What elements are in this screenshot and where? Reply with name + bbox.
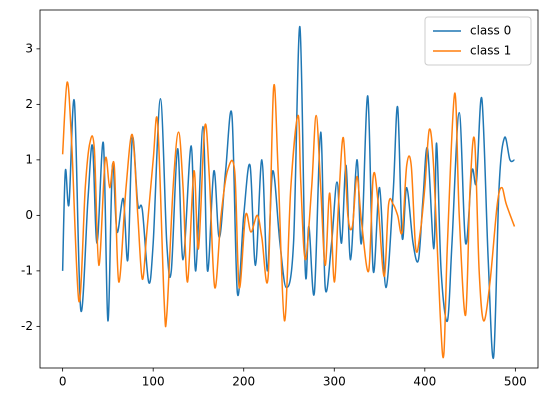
- y-tick-label: -2: [21, 319, 33, 333]
- y-tick-label: 2: [25, 97, 33, 111]
- x-tick-label: 100: [142, 375, 165, 389]
- x-tick-label: 300: [323, 375, 346, 389]
- y-tick-label: 3: [25, 41, 33, 55]
- x-tick-label: 500: [504, 375, 527, 389]
- legend-label: class 0: [470, 24, 511, 38]
- data-line: [61, 25, 515, 360]
- legend-label: class 1: [470, 44, 511, 58]
- y-tick-label: -1: [21, 263, 33, 277]
- axes-frame: [39, 9, 539, 369]
- x-tick-label: 200: [232, 375, 255, 389]
- legend-box: [424, 16, 532, 66]
- x-tick-label: 0: [59, 375, 67, 389]
- y-tick-label: 0: [25, 208, 33, 222]
- y-tick-label: 1: [25, 152, 33, 166]
- data-line: [61, 81, 516, 359]
- x-tick-label: 400: [413, 375, 436, 389]
